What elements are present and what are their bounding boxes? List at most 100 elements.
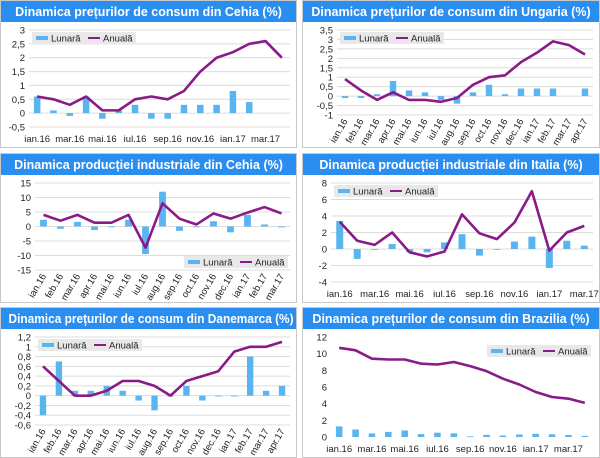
bar-monthly xyxy=(66,113,74,116)
bar-monthly xyxy=(227,226,234,233)
bar-monthly xyxy=(450,433,458,437)
bar-monthly xyxy=(581,88,589,97)
x-tick-label: ian.17 xyxy=(523,444,549,455)
chart-title-bar: Dinamica prețurilor de consum din Danema… xyxy=(1,308,296,329)
bar-monthly xyxy=(371,249,379,250)
legend-monthly-swatch xyxy=(338,189,350,193)
legend-monthly-swatch xyxy=(188,260,200,264)
bar-monthly xyxy=(405,90,413,97)
chart-svg: -4 -2 0 2 4 6 8 ian.16 mar.16 mai.16 iul.16 sep.16 n… xyxy=(319,179,599,301)
legend-annual-label: Anuală xyxy=(405,187,435,198)
y-tick-label: 0,6 xyxy=(18,362,31,373)
y-tick-label: 2 xyxy=(328,54,333,65)
x-tick-label: sep.16 xyxy=(456,444,485,455)
bar-monthly xyxy=(82,96,90,114)
bar-monthly xyxy=(423,249,431,253)
chart-svg: -0,5 0 0,5 1 1,5 2 2,5 3 ian.16 mar.16 mai.16 iul.1… xyxy=(9,26,290,145)
legend-monthly-label: Lunară xyxy=(57,341,87,352)
bar-monthly xyxy=(131,104,139,114)
y-tick-label: -0,6 xyxy=(15,421,31,432)
legend-box xyxy=(32,32,136,44)
bar-monthly xyxy=(278,385,286,396)
y-tick-label: 0,5 xyxy=(12,95,25,106)
bar-monthly xyxy=(245,102,253,114)
bar-monthly xyxy=(421,92,429,97)
y-tick-label: 10 xyxy=(20,193,31,204)
bar-monthly xyxy=(40,219,47,227)
bar-monthly xyxy=(151,395,158,411)
x-tick-label: ian.16 xyxy=(24,134,50,145)
y-tick-label: 1 xyxy=(26,342,31,353)
y-tick-label: 2 xyxy=(322,228,327,239)
bar-monthly xyxy=(199,395,206,401)
chart-title-bar: Dinamica producției industriale din Ital… xyxy=(303,154,599,175)
line-annual xyxy=(344,40,586,104)
y-tick-label: 2,5 xyxy=(12,39,25,50)
legend-monthly-swatch xyxy=(36,36,48,40)
x-tick-label: mai.16 xyxy=(390,444,419,455)
chart-title: Dinamica prețurilor de consum din Brazil… xyxy=(312,312,590,326)
bar-monthly xyxy=(176,226,183,231)
y-tick-label: -15 xyxy=(17,266,31,277)
bar-monthly xyxy=(437,96,445,100)
x-tick-label: mai.16 xyxy=(88,134,117,145)
bar-monthly xyxy=(401,430,408,437)
chart-title: Dinamica producției industriale din Cehi… xyxy=(14,158,283,172)
bar-monthly xyxy=(516,434,523,437)
bar-monthly xyxy=(469,92,477,97)
y-tick-label: 0 xyxy=(26,391,31,402)
x-tick-label: iul.16 xyxy=(433,289,456,300)
bar-monthly xyxy=(353,249,361,259)
y-tick-label: 4 xyxy=(322,212,327,223)
legend-monthly-label: Lunară xyxy=(353,187,383,198)
bar-monthly xyxy=(373,94,381,97)
y-tick-label: 6 xyxy=(322,383,327,394)
bar-monthly xyxy=(33,96,41,114)
bar-monthly xyxy=(510,241,518,249)
y-tick-label: -0,5 xyxy=(317,101,333,112)
bar-monthly xyxy=(501,94,509,97)
chart-title-bar: Dinamica prețurilor de consum din Brazil… xyxy=(303,308,599,329)
bar-monthly xyxy=(565,434,572,437)
legend-box xyxy=(340,32,444,44)
bar-monthly xyxy=(183,385,190,396)
y-tick-label: 1,2 xyxy=(18,333,31,344)
legend-box xyxy=(487,345,591,357)
y-tick-label: 12 xyxy=(316,333,327,344)
y-tick-label: -4 xyxy=(319,278,327,289)
bar-monthly xyxy=(71,390,79,396)
y-tick-label: -10 xyxy=(17,251,31,262)
x-tick-label: nov.16 xyxy=(500,289,528,300)
bar-monthly xyxy=(336,220,344,249)
bar-monthly xyxy=(580,245,588,249)
bar-monthly xyxy=(528,236,536,249)
bar-monthly xyxy=(119,390,126,396)
y-tick-label: -0,4 xyxy=(15,411,31,422)
y-tick-label: 8 xyxy=(322,366,327,377)
chart-svg: -15-10-5051015ian.16feb.16mar.16apr.16ma… xyxy=(17,179,290,302)
y-tick-label: 0 xyxy=(322,245,327,256)
bar-monthly xyxy=(475,249,483,256)
chart-panel-italia-ip: Dinamica producției industriale din Ital… xyxy=(302,153,600,303)
bar-monthly xyxy=(466,436,474,438)
bar-monthly xyxy=(485,84,493,97)
y-tick-label: 5 xyxy=(26,208,31,219)
y-tick-label: 15 xyxy=(20,179,31,190)
bar-monthly xyxy=(55,361,63,396)
chart-title: Dinamica prețurilor de consum din Danema… xyxy=(8,312,294,326)
bar-monthly xyxy=(493,249,501,250)
chart-title-bar: Dinamica producției industriale din Cehi… xyxy=(1,154,296,175)
bar-monthly xyxy=(39,395,47,416)
chart-title: Dinamica prețurilor de consum din Cehia … xyxy=(15,5,282,19)
legend-monthly-swatch xyxy=(42,343,54,347)
bar-monthly xyxy=(545,249,553,268)
y-tick-label: 3,5 xyxy=(320,26,333,37)
x-tick-label: mar.16 xyxy=(360,289,389,300)
y-tick-label: 4 xyxy=(322,399,327,410)
y-tick-label: 3 xyxy=(328,35,333,46)
bar-monthly xyxy=(229,90,237,114)
bar-monthly xyxy=(341,96,349,98)
bar-monthly xyxy=(125,219,132,227)
x-tick-label: ian.17 xyxy=(220,134,246,145)
